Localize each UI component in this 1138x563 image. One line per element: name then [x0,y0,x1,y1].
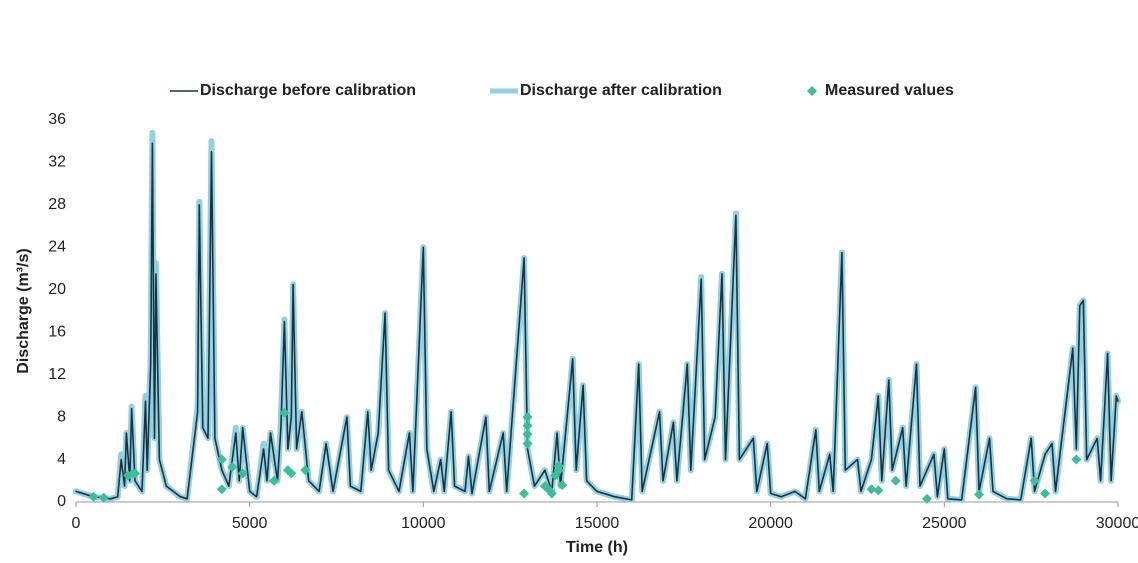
x-tick-label: 0 [72,515,81,532]
series-line [73,129,1121,503]
measured-point [519,488,530,499]
y-tick-label: 20 [48,281,66,298]
x-tick-label: 5000 [232,515,268,532]
measured-point [873,485,884,496]
measured-point [216,454,227,465]
measured-point [300,465,311,476]
measured-point [98,492,109,503]
measured-point [522,438,533,449]
measured-point [130,468,141,479]
measured-point [546,488,557,499]
measured-point [522,429,533,440]
y-tick-label: 36 [48,111,66,128]
y-tick-label: 4 [57,451,66,468]
legend-label: Discharge after calibration [520,82,722,99]
measured-point [227,461,238,472]
x-tick-label: 25000 [922,515,967,532]
x-tick-label: 20000 [748,515,793,532]
measured-point [1040,488,1051,499]
y-tick-label: 28 [48,196,66,213]
x-tick-label: 10000 [401,515,446,532]
measured-point [279,407,290,418]
measured-point [1029,475,1040,486]
x-tick-label: 30000 [1096,515,1138,532]
legend-label: Measured values [825,82,954,99]
y-tick-label: 16 [48,323,66,340]
measured-point [866,484,877,495]
y-axis-title: Discharge (m³/s) [15,248,32,373]
measured-point [1071,454,1082,465]
y-tick-label: 0 [57,493,66,510]
measured-point [522,420,533,431]
legend-marker [807,86,817,96]
series-line [75,142,1119,501]
measured-point [286,468,297,479]
x-tick-label: 15000 [575,515,620,532]
y-tick-label: 8 [57,408,66,425]
measured-point [921,493,932,504]
measured-point [268,475,279,486]
measured-point [974,489,985,500]
legend-label: Discharge before calibration [200,82,416,99]
measured-point [553,465,564,476]
measured-point [522,412,533,423]
measured-point [557,480,568,491]
measured-point [216,484,227,495]
measured-point [237,468,248,479]
y-tick-label: 12 [48,366,66,383]
y-tick-label: 32 [48,154,66,171]
measured-point [890,475,901,486]
y-tick-label: 24 [48,239,66,256]
measured-point [88,491,99,502]
x-axis-title: Time (h) [566,539,628,556]
